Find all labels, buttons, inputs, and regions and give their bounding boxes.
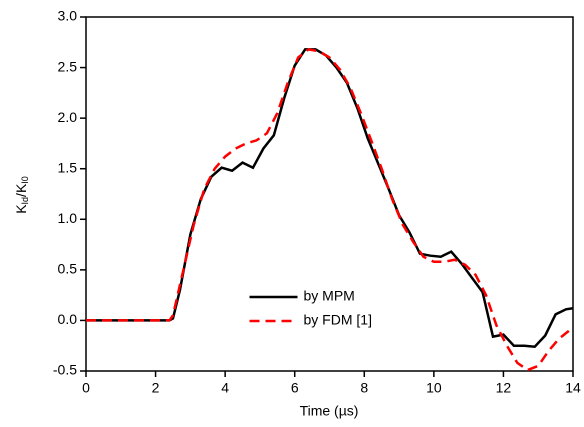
legend-label: by MPM [304, 288, 355, 304]
x-tick-label: 8 [360, 380, 368, 396]
x-tick-label: 2 [152, 380, 160, 396]
x-tick-label: 12 [496, 380, 512, 396]
y-label-part: /K [13, 183, 29, 197]
y-tick-label: 3.0 [58, 8, 78, 24]
legend-label: by FDM [1] [304, 312, 372, 328]
y-tick-label: -0.5 [53, 362, 77, 378]
y-tick-label: 2.5 [58, 58, 78, 74]
x-tick-label: 10 [426, 380, 442, 396]
y-axis-label: KId/KI0 [13, 176, 31, 214]
y-tick-label: 2.0 [58, 109, 78, 125]
y-tick-label: 0.0 [58, 311, 78, 327]
x-tick-label: 0 [82, 380, 90, 396]
x-tick-label: 4 [221, 380, 229, 396]
y-tick-label: 1.5 [58, 159, 78, 175]
y-tick-label: 0.5 [58, 261, 78, 277]
y-tick-label: 1.0 [58, 210, 78, 226]
y-label-part: I0 [20, 176, 30, 184]
plot-frame [85, 16, 574, 372]
y-label-part: Id [20, 197, 30, 205]
x-tick-label: 6 [291, 380, 299, 396]
y-label-part: K [13, 204, 29, 214]
x-axis-label: Time (µs) [300, 403, 359, 419]
x-tick-label: 14 [565, 380, 581, 396]
series-line [86, 48, 574, 372]
